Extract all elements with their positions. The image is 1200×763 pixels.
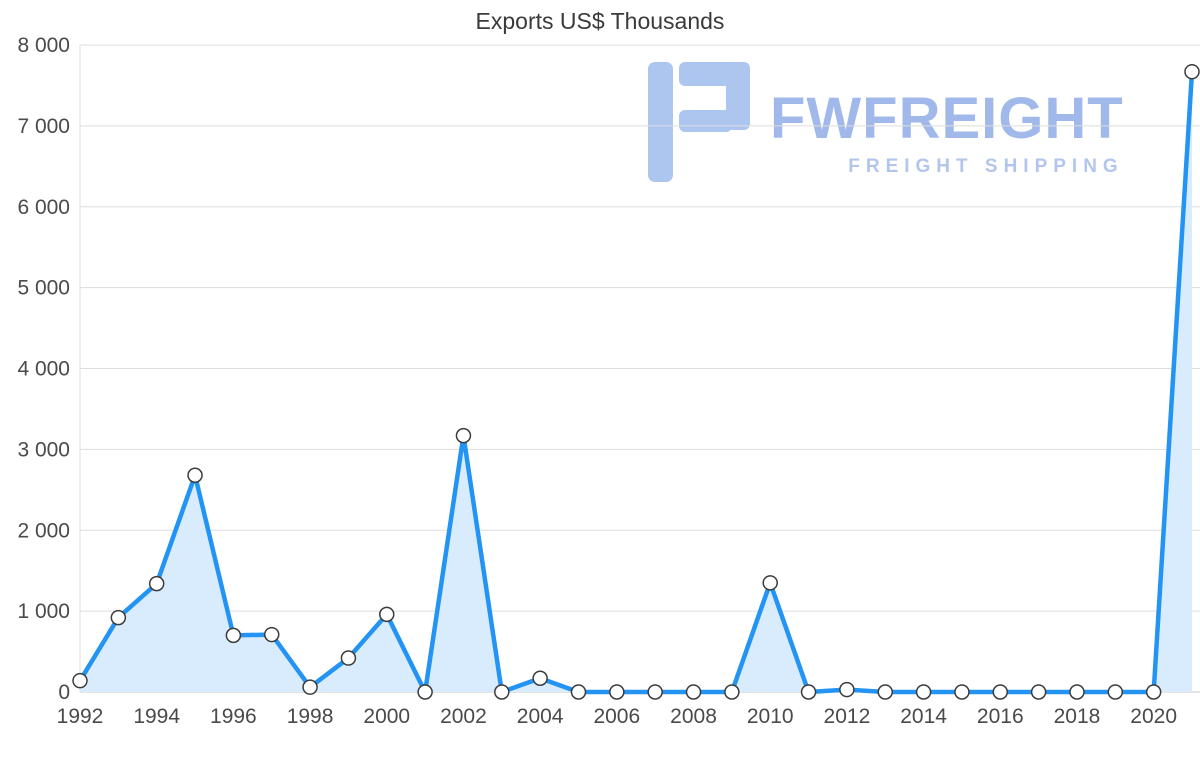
y-tick-label: 4 000 (17, 358, 70, 381)
x-tick-label: 2004 (517, 705, 564, 728)
x-tick-label: 2016 (977, 705, 1024, 728)
y-tick-label: 5 000 (17, 277, 70, 300)
data-point-2011[interactable] (800, 684, 817, 700)
data-point-2019[interactable] (1107, 684, 1124, 700)
data-point-2014[interactable] (915, 684, 932, 700)
x-tick-label: 2002 (440, 705, 487, 728)
x-tick-label: 2014 (900, 705, 947, 728)
x-tick-label: 1994 (133, 705, 180, 728)
data-point-2016[interactable] (992, 684, 1009, 700)
x-tick-label: 2008 (670, 705, 717, 728)
area-fill (80, 71, 1192, 693)
data-point-2015[interactable] (954, 684, 970, 700)
data-point-2001[interactable] (417, 684, 433, 700)
data-point-2005[interactable] (570, 684, 587, 700)
data-point-2012[interactable] (839, 681, 855, 698)
x-tick-label: 2006 (593, 705, 640, 728)
x-tick-label: 2012 (824, 705, 871, 728)
data-point-2017[interactable] (1030, 684, 1047, 700)
data-point-2021[interactable] (1184, 63, 1200, 80)
data-point-1999[interactable] (340, 650, 357, 666)
chart-title: Exports US$ Thousands (475, 8, 725, 34)
data-point-1997[interactable] (263, 626, 280, 643)
y-tick-label: 0 (58, 681, 70, 704)
x-tick-label: 2010 (747, 705, 794, 728)
y-tick-label: 2 000 (17, 519, 70, 542)
x-tick-label: 2000 (363, 705, 410, 728)
data-point-2006[interactable] (609, 684, 625, 700)
x-tick-label: 2018 (1054, 705, 1101, 728)
data-point-1996[interactable] (225, 627, 242, 644)
data-point-2009[interactable] (724, 684, 740, 700)
x-tick-label: 1992 (57, 705, 104, 728)
x-tick-label: 1996 (210, 705, 257, 728)
data-point-2008[interactable] (685, 684, 702, 700)
series-line (77, 69, 1195, 695)
y-tick-label: 7 000 (17, 115, 70, 138)
data-point-2013[interactable] (877, 684, 893, 700)
data-point-2020[interactable] (1145, 684, 1162, 700)
data-point-2003[interactable] (494, 684, 510, 700)
x-tick-label: 1998 (287, 705, 334, 728)
y-tick-label: 6 000 (17, 196, 70, 219)
data-point-2007[interactable] (647, 684, 663, 700)
x-tick-label: 2020 (1130, 705, 1177, 728)
data-point-1993[interactable] (110, 609, 127, 626)
data-point-2018[interactable] (1069, 684, 1085, 700)
data-point-1994[interactable] (148, 575, 165, 592)
data-point-1998[interactable] (302, 679, 318, 695)
data-point-2000[interactable] (379, 606, 395, 623)
y-tick-label: 1 000 (17, 600, 70, 623)
y-tick-label: 3 000 (17, 438, 70, 461)
y-tick-label: 8 000 (17, 34, 70, 57)
data-point-2002[interactable] (455, 427, 472, 444)
data-point-2004[interactable] (532, 670, 548, 687)
data-point-1995[interactable] (187, 467, 203, 484)
data-point-2010[interactable] (762, 575, 778, 591)
data-point-1992[interactable] (72, 672, 88, 689)
